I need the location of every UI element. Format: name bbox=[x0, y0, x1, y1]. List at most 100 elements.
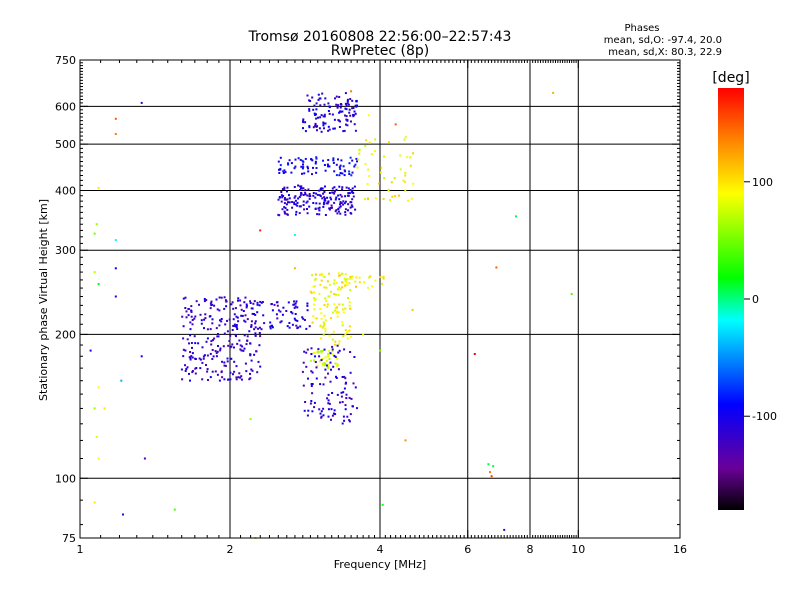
data-point bbox=[308, 125, 311, 128]
data-point bbox=[319, 188, 322, 190]
data-point bbox=[217, 335, 220, 338]
data-point bbox=[329, 196, 332, 199]
data-point bbox=[382, 198, 385, 200]
data-point bbox=[351, 187, 354, 190]
data-point bbox=[120, 379, 123, 382]
data-point bbox=[193, 317, 196, 320]
data-point bbox=[349, 413, 352, 416]
data-point bbox=[409, 164, 412, 167]
data-point bbox=[184, 349, 187, 352]
data-point bbox=[335, 95, 338, 98]
data-point bbox=[320, 312, 323, 315]
data-point bbox=[404, 439, 407, 442]
data-point bbox=[211, 322, 214, 325]
data-point bbox=[220, 320, 223, 323]
data-point bbox=[205, 340, 208, 343]
data-point bbox=[324, 214, 327, 216]
data-point bbox=[342, 203, 344, 206]
data-point bbox=[306, 200, 309, 203]
data-point bbox=[349, 212, 352, 214]
data-point bbox=[323, 201, 325, 204]
data-point bbox=[259, 300, 262, 303]
data-point bbox=[181, 378, 184, 381]
data-point bbox=[286, 325, 289, 328]
data-point bbox=[319, 412, 322, 415]
data-point bbox=[338, 286, 341, 289]
data-point bbox=[229, 371, 232, 374]
data-point bbox=[212, 355, 215, 358]
data-point bbox=[288, 326, 291, 329]
data-point bbox=[240, 378, 243, 381]
data-point bbox=[335, 174, 338, 177]
data-point bbox=[353, 356, 356, 358]
data-point bbox=[340, 103, 342, 105]
data-point bbox=[286, 190, 288, 193]
data-point bbox=[191, 346, 193, 349]
data-point bbox=[226, 357, 229, 360]
data-point bbox=[307, 188, 310, 191]
data-point bbox=[344, 329, 347, 331]
data-point bbox=[495, 266, 498, 269]
data-point bbox=[344, 382, 347, 385]
data-point bbox=[308, 205, 311, 208]
data-point bbox=[335, 103, 338, 106]
data-point bbox=[199, 358, 202, 361]
data-point bbox=[305, 365, 308, 368]
data-point bbox=[269, 321, 272, 324]
data-point bbox=[337, 311, 340, 314]
data-point bbox=[310, 359, 312, 362]
data-point bbox=[344, 114, 346, 117]
data-point bbox=[93, 232, 96, 235]
data-point bbox=[209, 302, 212, 305]
data-point bbox=[269, 325, 272, 328]
data-point bbox=[282, 172, 285, 174]
data-point bbox=[336, 363, 339, 365]
data-point bbox=[338, 198, 341, 201]
data-point bbox=[229, 378, 232, 381]
data-point bbox=[402, 179, 405, 182]
data-point bbox=[349, 371, 352, 374]
data-point bbox=[246, 335, 249, 338]
data-point bbox=[288, 322, 291, 324]
data-point bbox=[260, 328, 263, 331]
data-point bbox=[346, 119, 349, 122]
data-point bbox=[281, 196, 284, 199]
data-point bbox=[303, 208, 306, 211]
data-point bbox=[335, 209, 338, 212]
data-point bbox=[303, 319, 306, 321]
data-point bbox=[315, 167, 318, 169]
data-point bbox=[224, 299, 227, 302]
data-point bbox=[299, 158, 302, 161]
data-point bbox=[202, 355, 205, 358]
data-point bbox=[342, 335, 345, 337]
data-point bbox=[328, 207, 331, 210]
data-point bbox=[315, 117, 318, 120]
stats-x-line: mean, sd,X: 80.3, 22.9 bbox=[608, 47, 722, 58]
data-point bbox=[203, 298, 206, 300]
data-point bbox=[93, 407, 96, 410]
data-point bbox=[315, 377, 318, 380]
data-point bbox=[283, 198, 286, 201]
data-point bbox=[199, 313, 202, 316]
data-point bbox=[337, 158, 339, 161]
data-point bbox=[333, 190, 336, 193]
data-point bbox=[307, 167, 309, 170]
data-point bbox=[186, 338, 189, 341]
data-point bbox=[347, 203, 350, 206]
data-point bbox=[388, 141, 390, 143]
data-point bbox=[235, 315, 238, 318]
data-point bbox=[293, 186, 296, 188]
data-point bbox=[302, 317, 305, 320]
data-point bbox=[286, 208, 289, 211]
data-point bbox=[316, 364, 319, 367]
data-point bbox=[322, 159, 324, 162]
data-point bbox=[254, 322, 257, 325]
data-point bbox=[211, 303, 214, 306]
data-point bbox=[383, 155, 386, 158]
data-point bbox=[322, 122, 325, 125]
data-point bbox=[320, 317, 323, 320]
data-point bbox=[306, 194, 309, 197]
data-point bbox=[93, 501, 96, 504]
data-point bbox=[327, 408, 330, 411]
data-point bbox=[322, 334, 325, 337]
